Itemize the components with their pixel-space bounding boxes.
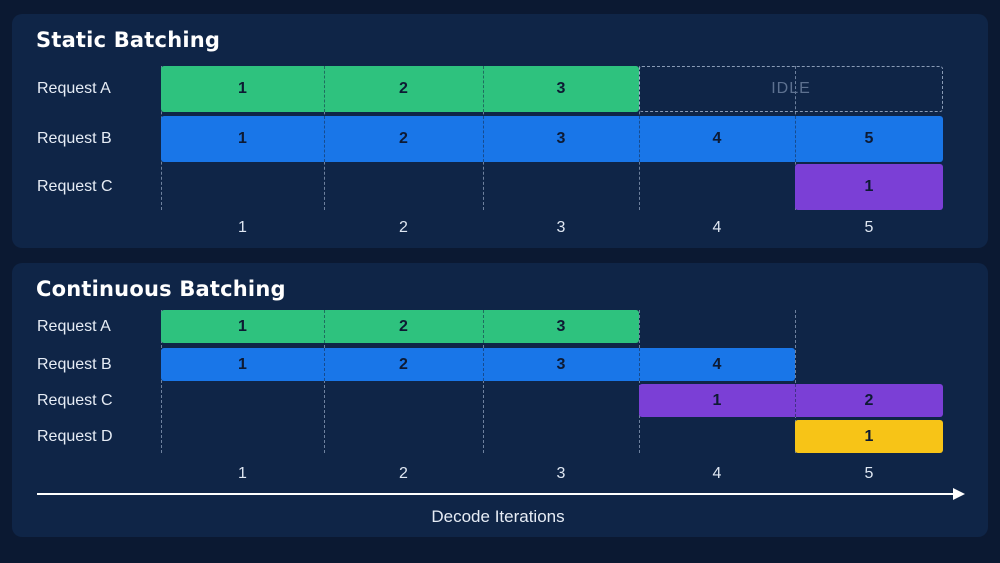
request-bar <box>795 164 943 210</box>
row-label: Request D <box>37 427 113 445</box>
request-bar <box>639 384 943 417</box>
grid-line <box>324 310 325 453</box>
row-label: Request B <box>37 130 112 147</box>
axis-title: Decode Iterations <box>431 507 565 526</box>
request-bar <box>795 420 943 453</box>
token-label: 4 <box>712 130 722 147</box>
grid-line <box>639 310 640 453</box>
request-bar <box>161 348 795 381</box>
tick-label: 2 <box>399 219 408 236</box>
tick-label: 4 <box>712 465 722 482</box>
token-label: 1 <box>712 391 722 409</box>
segment-divider <box>324 66 325 112</box>
tick-label: 3 <box>556 219 566 236</box>
token-label: 2 <box>864 391 874 409</box>
segment-divider <box>324 310 325 343</box>
segment-divider <box>795 116 796 162</box>
axis-arrow-icon <box>953 488 965 500</box>
tick-label: 1 <box>238 465 247 482</box>
segment-divider <box>795 384 796 417</box>
token-label: 1 <box>238 130 247 147</box>
request-bar <box>161 116 943 162</box>
tick-label: 2 <box>399 465 408 482</box>
row-label: Request A <box>37 80 111 97</box>
continuous-batching-title: Continuous Batching <box>36 277 286 301</box>
grid-line <box>795 310 796 453</box>
row-label: Request C <box>37 391 113 409</box>
segment-divider <box>483 116 484 162</box>
segment-divider <box>324 348 325 381</box>
token-label: 1 <box>238 317 247 335</box>
request-bar <box>161 310 639 343</box>
tick-label: 5 <box>864 219 874 236</box>
row-label: Request B <box>37 355 112 373</box>
token-label: 5 <box>864 130 874 147</box>
segment-divider <box>324 116 325 162</box>
row-label: Request A <box>37 317 111 335</box>
token-label: 2 <box>399 317 408 335</box>
token-label: 1 <box>238 355 247 373</box>
idle-slot: IDLE <box>639 66 943 112</box>
segment-divider <box>483 310 484 343</box>
segment-divider <box>483 66 484 112</box>
static-batching-title: Static Batching <box>36 28 221 52</box>
token-label: 3 <box>556 355 566 373</box>
token-label: 1 <box>864 427 874 445</box>
tick-label: 1 <box>238 219 247 236</box>
grid-line <box>161 310 162 453</box>
token-label: 2 <box>399 130 408 147</box>
request-bar <box>161 66 639 112</box>
token-label: 3 <box>556 130 566 147</box>
segment-divider <box>639 116 640 162</box>
token-label: 3 <box>556 317 566 335</box>
tick-label: 5 <box>864 465 874 482</box>
tick-label: 4 <box>712 219 722 236</box>
tick-label: 3 <box>556 465 566 482</box>
segment-divider <box>483 348 484 381</box>
row-label: Request C <box>37 178 113 195</box>
token-label: 1 <box>864 178 874 195</box>
grid-line <box>483 310 484 453</box>
token-label: 2 <box>399 80 408 97</box>
token-label: 2 <box>399 355 408 373</box>
token-label: 4 <box>712 355 722 373</box>
segment-divider <box>639 348 640 381</box>
token-label: 1 <box>238 80 247 97</box>
decode-iterations-axis-line <box>37 493 955 495</box>
token-label: 3 <box>556 80 566 97</box>
